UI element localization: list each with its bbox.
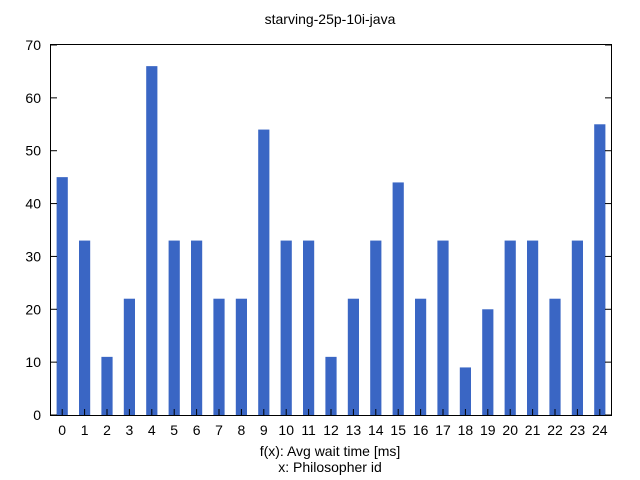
y-axis: 0 10 20 30 40 50 60 70 bbox=[25, 37, 611, 423]
bar-24 bbox=[594, 124, 606, 415]
bar-18 bbox=[459, 367, 471, 415]
x-tick-label: 9 bbox=[260, 422, 268, 438]
x-tick-label: 20 bbox=[502, 422, 518, 438]
x-tick-label: 17 bbox=[435, 422, 451, 438]
bar-8 bbox=[235, 298, 247, 415]
x-tick-label: 14 bbox=[368, 422, 384, 438]
bar-14 bbox=[370, 240, 382, 415]
x-tick-label: 1 bbox=[81, 422, 89, 438]
y-tick-label: 50 bbox=[25, 143, 41, 159]
x-axis-label: x: Philosopher id bbox=[278, 459, 382, 475]
y-tick-label: 70 bbox=[25, 37, 41, 53]
x-tick-label: 24 bbox=[592, 422, 608, 438]
bar-20 bbox=[504, 240, 516, 415]
x-tick-label: 10 bbox=[278, 422, 294, 438]
y-axis-label: f(x): Avg wait time [ms] bbox=[260, 443, 401, 459]
bar-0 bbox=[56, 177, 68, 415]
bar-4 bbox=[146, 66, 158, 415]
plot-frame bbox=[50, 44, 612, 416]
x-tick-label: 7 bbox=[215, 422, 223, 438]
bars-group bbox=[56, 66, 606, 415]
x-tick-label: 21 bbox=[525, 422, 541, 438]
bar-3 bbox=[123, 298, 135, 415]
bar-19 bbox=[482, 309, 494, 415]
x-tick-label: 8 bbox=[238, 422, 246, 438]
x-axis: 0 1 2 3 4 5 6 7 8 9 10 11 12 13 14 15 16 17 18 19 20 21 22 23 24 bbox=[58, 409, 608, 438]
x-tick-label: 5 bbox=[170, 422, 178, 438]
x-tick-label: 18 bbox=[458, 422, 474, 438]
x-tick-label: 23 bbox=[570, 422, 586, 438]
x-tick-label: 0 bbox=[58, 422, 66, 438]
x-tick-label: 4 bbox=[148, 422, 156, 438]
y-tick-label: 0 bbox=[33, 407, 41, 423]
y-tick-label: 40 bbox=[25, 196, 41, 212]
bar-13 bbox=[347, 298, 359, 415]
x-tick-label: 13 bbox=[346, 422, 362, 438]
bar-7 bbox=[213, 298, 225, 415]
y-tick-label: 20 bbox=[25, 301, 41, 317]
bar-21 bbox=[527, 240, 539, 415]
bar-15 bbox=[392, 182, 404, 415]
bar-1 bbox=[79, 240, 91, 415]
x-tick-label: 12 bbox=[323, 422, 339, 438]
bar-16 bbox=[415, 298, 427, 415]
bar-23 bbox=[571, 240, 583, 415]
bar-9 bbox=[258, 129, 270, 415]
x-tick-label: 19 bbox=[480, 422, 496, 438]
x-tick-label: 22 bbox=[547, 422, 563, 438]
y-tick-label: 10 bbox=[25, 354, 41, 370]
bar-10 bbox=[280, 240, 292, 415]
x-tick-label: 16 bbox=[413, 422, 429, 438]
y-tick-label: 30 bbox=[25, 248, 41, 264]
bar-12 bbox=[325, 356, 337, 415]
x-tick-label: 3 bbox=[126, 422, 134, 438]
x-tick-label: 6 bbox=[193, 422, 201, 438]
bar-11 bbox=[303, 240, 315, 415]
bar-17 bbox=[437, 240, 449, 415]
x-tick-label: 2 bbox=[103, 422, 111, 438]
bar-22 bbox=[549, 298, 561, 415]
bar-6 bbox=[191, 240, 203, 415]
y-tick-label: 60 bbox=[25, 90, 41, 106]
x-tick-label: 11 bbox=[301, 422, 316, 438]
chart-title: starving-25p-10i-java bbox=[265, 11, 396, 27]
bar-5 bbox=[168, 240, 180, 415]
bar-2 bbox=[101, 356, 113, 415]
x-tick-label: 15 bbox=[390, 422, 406, 438]
